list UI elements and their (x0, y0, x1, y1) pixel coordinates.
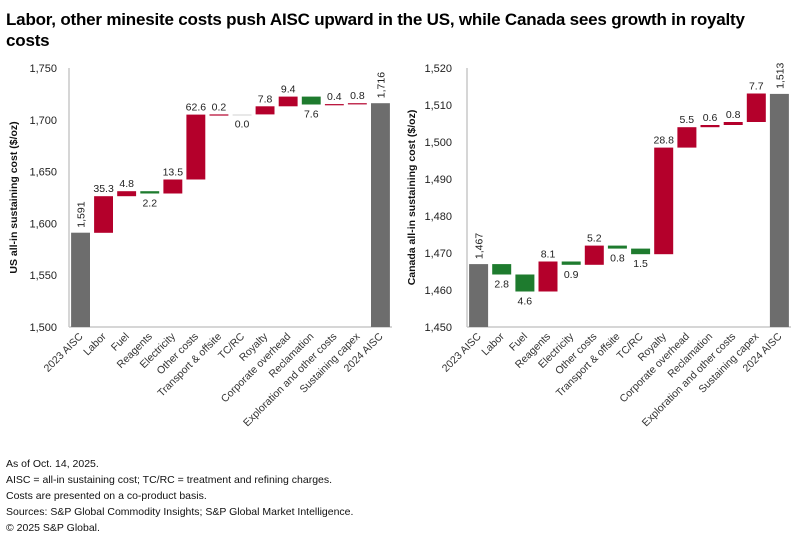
note-copyright: © 2025 S&P Global. (6, 522, 100, 534)
y-tick-label: 1,550 (29, 270, 57, 282)
bar-2023-aisc (469, 264, 489, 327)
y-tick-label: 1,750 (29, 63, 57, 75)
y-tick-label: 1,600 (29, 218, 57, 230)
data-label-sustaining-capex: 0.8 (350, 90, 365, 102)
data-label-sustaining-capex: 7.7 (749, 81, 764, 93)
y-tick-label: 1,520 (424, 63, 452, 75)
y-tick-label: 1,470 (424, 248, 452, 260)
y-tick-label: 1,650 (29, 167, 57, 179)
data-label-fuel: 4.8 (119, 178, 134, 190)
data-label-2023-aisc: 1,467 (474, 233, 486, 259)
bar-reclamation (700, 125, 720, 128)
footnotes: As of Oct. 14, 2025. AISC = all-in susta… (6, 456, 353, 536)
bar-corporate-overhead (677, 127, 697, 148)
bar-electricity (163, 179, 183, 194)
y-tick-label: 1,450 (424, 322, 452, 334)
x-tick-label-labor: Labor (81, 330, 109, 358)
note-abbreviations: AISC = all-in sustaining cost; TC/RC = t… (6, 474, 333, 486)
us-chart-svg: 1,500 1,550 1,600 1,650 1,700 1,750 US all-in … (8, 63, 392, 429)
note-sources: Sources: S&P Global Commodity Insights; … (6, 506, 354, 518)
data-label-corporate-overhead: 9.4 (281, 84, 296, 96)
data-label-transport-offsite: 0.2 (212, 101, 227, 113)
y-axis-title: Canada all-in sustaining cost ($/oz) (406, 110, 418, 286)
bar-electricity (561, 261, 581, 265)
data-label-reclamation: 0.6 (703, 112, 718, 124)
data-label-reagents: 2.2 (142, 197, 157, 209)
chart-title: Labor, other minesite costs push AISC up… (6, 10, 745, 50)
bar-sustaining-capex (746, 93, 766, 122)
bar-labor (94, 196, 113, 233)
bar-royalty (654, 147, 674, 255)
data-label-royalty: 28.8 (653, 135, 674, 147)
bar-exploration-and-other-costs (723, 122, 743, 125)
data-label-labor: 35.3 (93, 183, 114, 195)
bar-fuel (117, 191, 137, 197)
data-label-reclamation: 7.6 (304, 108, 319, 120)
bar-sustaining-capex (347, 103, 367, 105)
data-label-exploration-and-other-costs: 0.4 (327, 91, 342, 103)
data-label-electricity: 0.9 (564, 269, 579, 281)
bar-2024-aisc (371, 103, 390, 327)
note-date: As of Oct. 14, 2025. (6, 458, 99, 470)
bar-2024-aisc (769, 93, 789, 328)
bar-reagents (538, 261, 558, 292)
data-label-2023-aisc: 1,591 (76, 201, 88, 227)
y-axis-title: US all-in sustaining cost ($/oz) (8, 121, 20, 273)
data-label-other-costs: 5.2 (587, 233, 602, 245)
y-tick-label: 1,700 (29, 115, 57, 127)
data-label-exploration-and-other-costs: 0.8 (726, 109, 741, 121)
data-label-reagents: 8.1 (541, 249, 556, 261)
bar-tc-rc (232, 114, 252, 116)
data-label-tc-rc: 0.0 (235, 118, 250, 130)
note-basis: Costs are presented on a co-product basi… (6, 490, 207, 502)
bar-tc-rc (631, 248, 651, 255)
data-label-labor: 2.8 (494, 278, 509, 290)
data-label-royalty: 7.8 (258, 93, 273, 105)
bar-royalty (255, 106, 275, 115)
x-tick-label-labor: Labor (479, 330, 507, 358)
bar-other-costs (584, 245, 604, 265)
data-label-tc-rc: 1.5 (633, 258, 648, 270)
x-tick-label-2023-aisc: 2023 AISC (440, 330, 484, 374)
bar-reagents (140, 191, 160, 194)
bar-corporate-overhead (278, 96, 298, 107)
y-tick-label: 1,510 (424, 100, 452, 112)
data-label-transport-offsite: 0.8 (610, 253, 625, 265)
bar-2023-aisc (71, 232, 90, 327)
x-tick-label-2023-aisc: 2023 AISC (42, 330, 86, 374)
us-aisc-waterfall-chart: 1,500 1,550 1,600 1,650 1,700 1,750 US all-in … (0, 55, 400, 445)
y-tick-label: 1,460 (424, 285, 452, 297)
data-label-fuel: 4.6 (518, 295, 533, 307)
canada-chart-svg: 1,450 1,460 1,470 1,480 1,490 1,500 1,510 1,520… (406, 62, 791, 429)
data-label-other-costs: 62.6 (186, 102, 207, 114)
bar-fuel (515, 274, 535, 292)
data-label-2024-aisc: 1,716 (375, 72, 387, 98)
bar-labor (492, 264, 512, 275)
data-label-2024-aisc: 1,513 (774, 62, 786, 88)
y-tick-label: 1,490 (424, 174, 452, 186)
bar-transport-offsite (209, 114, 229, 116)
bar-reclamation (301, 96, 321, 105)
bar-transport-offsite (607, 245, 627, 249)
data-label-corporate-overhead: 5.5 (680, 114, 695, 126)
bar-other-costs (186, 114, 206, 180)
y-tick-label: 1,480 (424, 211, 452, 223)
y-tick-label: 1,500 (424, 137, 452, 149)
bar-exploration-and-other-costs (324, 104, 344, 106)
data-label-electricity: 13.5 (163, 166, 184, 178)
y-tick-label: 1,500 (29, 322, 57, 334)
canada-aisc-waterfall-chart: 1,450 1,460 1,470 1,480 1,490 1,500 1,510 1,520… (400, 55, 800, 445)
